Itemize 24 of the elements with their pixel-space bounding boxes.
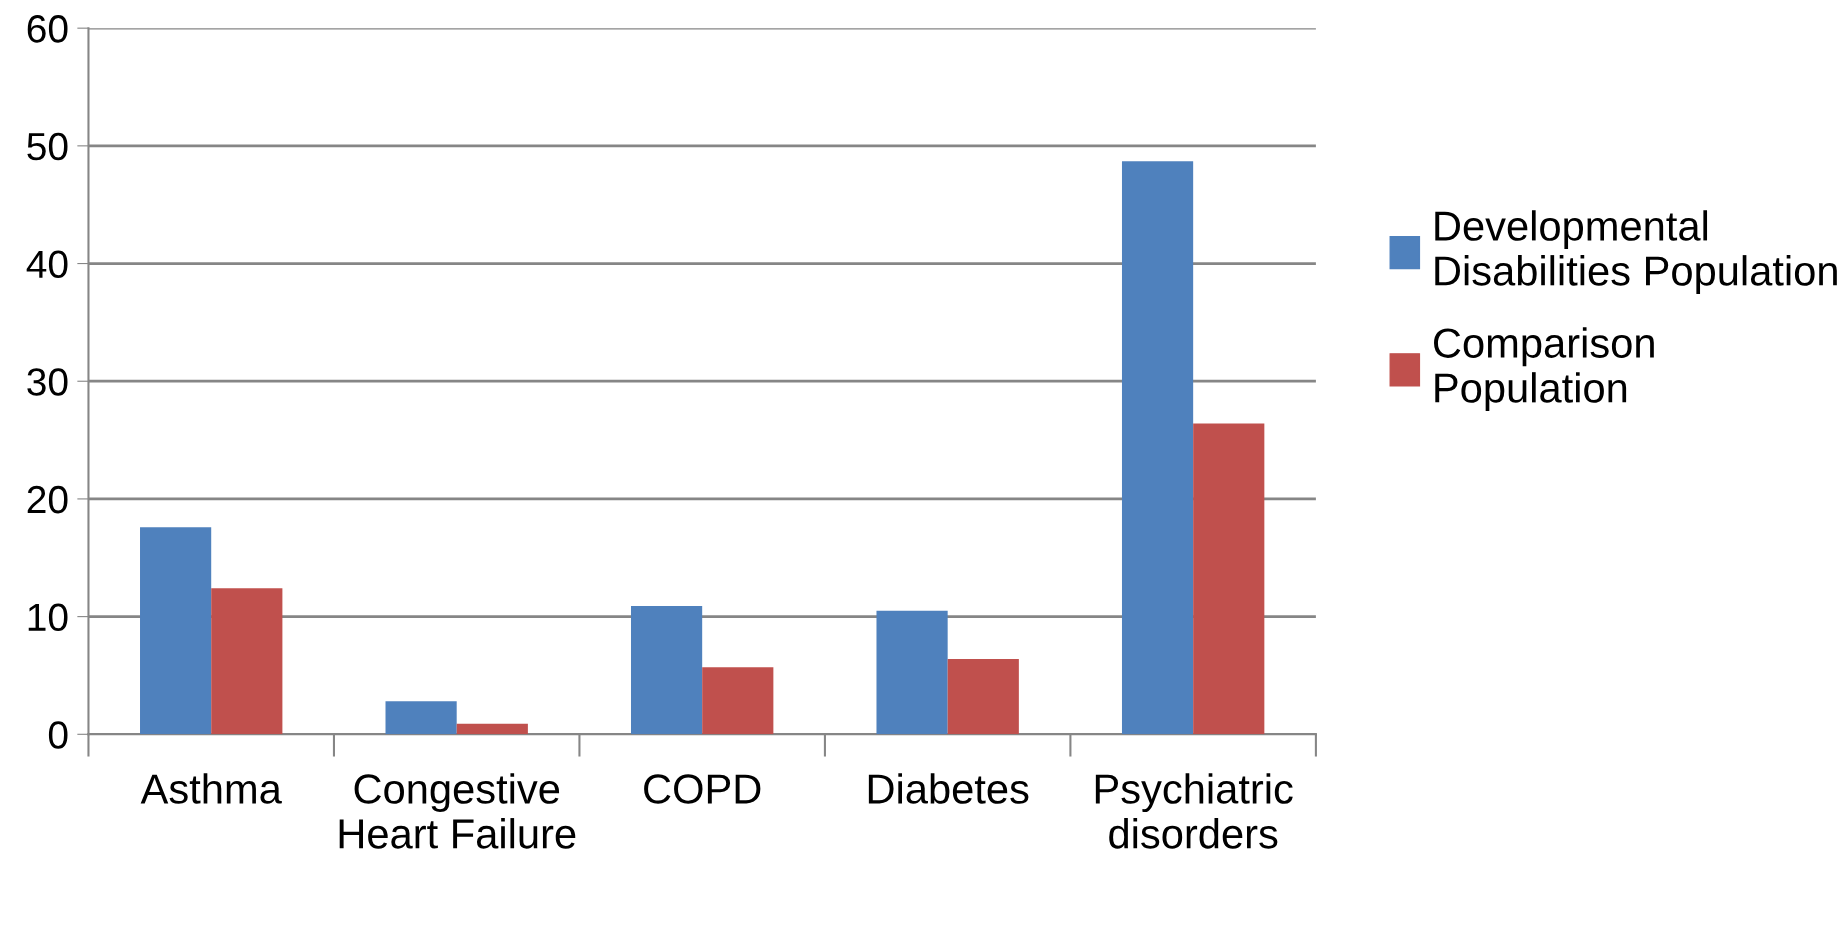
x-tick-label: COPD [644,774,761,804]
x-tick-label: Congestive Heart Failure [339,773,576,849]
x-tick-label: Asthma [140,773,282,804]
bar [1121,161,1194,735]
y-tick-label: 30 [27,368,68,396]
bar [456,723,528,735]
x-tick-label: Psychiatric disorders [1095,773,1293,849]
y-tick-label: 0 [48,721,68,749]
x-tick-label: Diabetes [868,773,1029,804]
y-tick-label: 20 [27,485,68,514]
bar [211,588,283,735]
y-tick-label: 10 [28,603,68,632]
bar [1193,423,1265,735]
legend-label: Developmental Disabilities Population [1435,210,1837,294]
bar [702,667,774,735]
bar [947,658,1019,735]
bar [140,527,212,735]
y-tick-label: 60 [27,15,68,43]
y-tick-label: 40 [26,250,68,279]
bar [630,606,703,735]
bar [385,701,457,735]
y-tick-label: 50 [27,132,68,161]
legend-label: Comparison Population [1434,327,1654,412]
bar [876,610,948,735]
